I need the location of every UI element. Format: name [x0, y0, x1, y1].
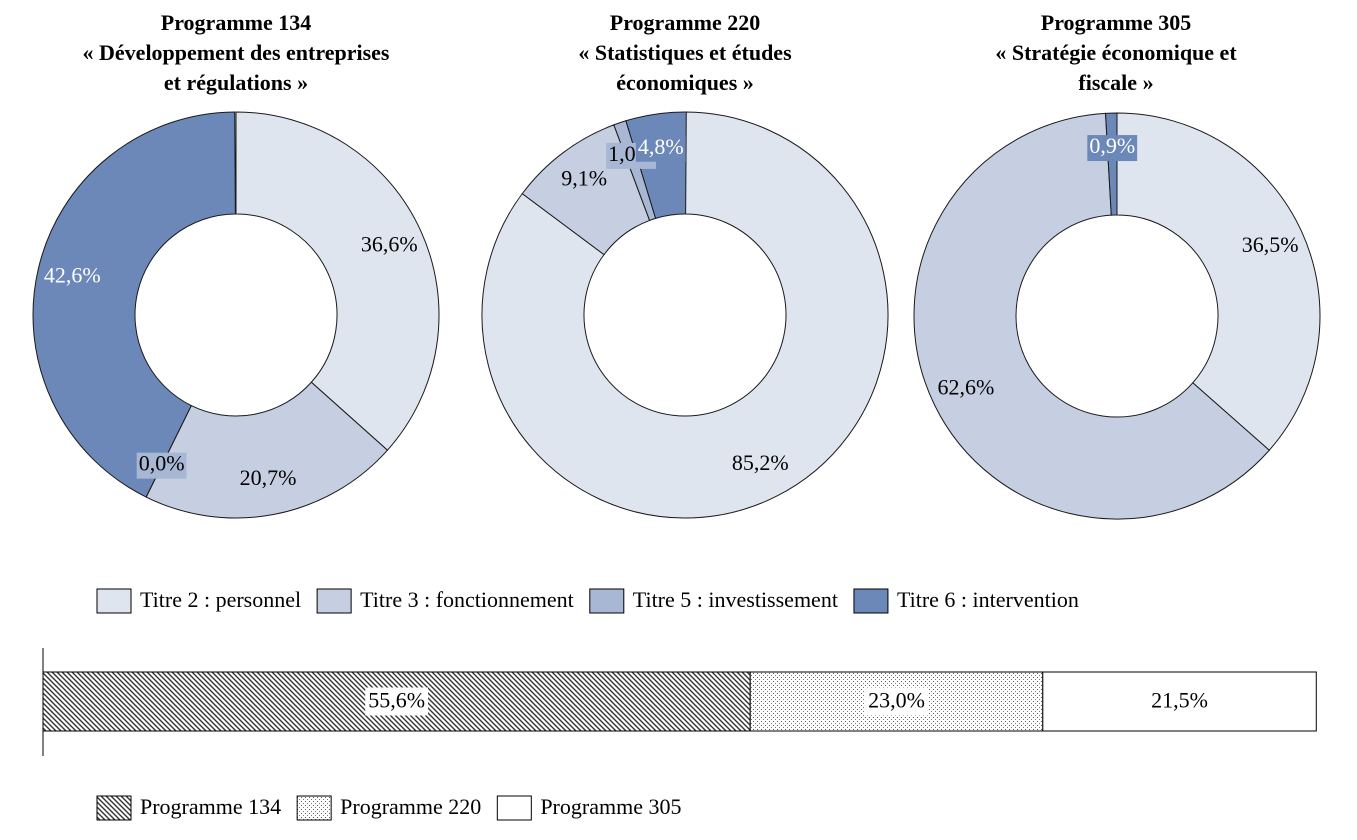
legend-label: Programme 220 — [340, 794, 481, 819]
legend-label: Programme 134 — [140, 794, 281, 819]
data-label: 0,0% — [139, 451, 185, 476]
data-label: 4,8% — [638, 134, 684, 159]
title-name: Programme 305 — [1040, 10, 1192, 35]
legend-label: Titre 2 : personnel — [140, 587, 301, 612]
title-subtitle: « Développement des entreprises et régul… — [82, 40, 390, 95]
donut-slice — [481, 111, 889, 519]
donut-slice — [32, 111, 236, 498]
chart-title: Programme 220 « Statistiques et études é… — [543, 8, 828, 98]
chart-title: Programme 134 « Développement des entrep… — [76, 8, 396, 98]
donut-slice — [145, 381, 389, 519]
data-label-box — [136, 452, 187, 479]
legend-swatch — [316, 588, 352, 614]
data-label: 36,6% — [361, 231, 418, 256]
legend-swatch — [589, 588, 625, 614]
data-label-box — [635, 135, 686, 162]
title-name: Programme 134 — [160, 10, 312, 35]
legend-swatch — [853, 588, 889, 614]
legend-swatch — [496, 795, 532, 821]
legend-label: Titre 5 : investissement — [633, 587, 838, 612]
legend-swatch — [296, 795, 332, 821]
data-label: 9,1% — [561, 166, 607, 191]
legend-label: Titre 3 : fonctionnement — [360, 587, 574, 612]
title-subtitle: « Stratégie économique et fiscale » — [995, 40, 1237, 95]
data-label: 42,6% — [44, 262, 101, 287]
title-subtitle: « Statistiques et études économiques » — [578, 40, 792, 95]
data-label-box — [1087, 135, 1138, 162]
chart-title: Programme 305 « Stratégie économique et … — [964, 8, 1269, 98]
data-label-box — [365, 687, 429, 716]
data-label: 21,5% — [1151, 688, 1208, 713]
data-label: 55,6% — [368, 688, 425, 713]
donut-slice — [913, 112, 1270, 520]
data-label-box — [1148, 687, 1211, 716]
data-label: 62,6% — [937, 374, 994, 399]
data-label: 20,7% — [240, 465, 297, 490]
data-label: 23,0% — [868, 688, 925, 713]
title-name: Programme 220 — [609, 10, 761, 35]
data-label: 85,2% — [732, 450, 789, 475]
legend-label: Programme 305 — [540, 794, 681, 819]
data-label: 0,9% — [1089, 133, 1135, 158]
legend-swatch — [96, 795, 132, 821]
legend-label: Titre 6 : intervention — [897, 587, 1079, 612]
data-label-box — [865, 687, 928, 716]
legend-swatch — [96, 588, 132, 614]
donut-slice — [235, 111, 440, 451]
donut-slice — [1116, 112, 1321, 451]
data-label: 36,5% — [1242, 232, 1299, 257]
